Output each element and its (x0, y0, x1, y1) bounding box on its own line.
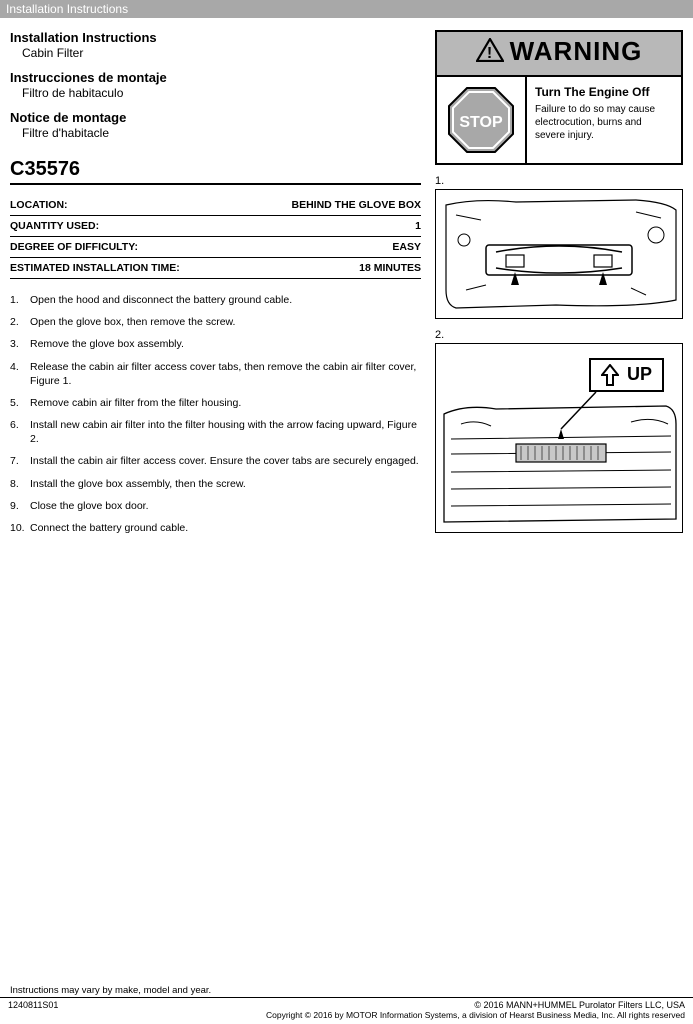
step-num: 6. (10, 418, 30, 446)
step-num: 5. (10, 396, 30, 410)
step-num: 3. (10, 337, 30, 351)
main-content: Installation Instructions Cabin Filter I… (0, 18, 693, 543)
step-item: 6.Install new cabin air filter into the … (10, 414, 421, 450)
page-footer: 1240811S01 © 2016 MANN+HUMMEL Purolator … (0, 997, 693, 1024)
figure-1-illustration (436, 190, 682, 318)
stop-label: STOP (459, 114, 503, 131)
title-block-fr: Notice de montage Filtre d'habitacle (10, 110, 421, 140)
step-item: 7.Install the cabin air filter access co… (10, 450, 421, 472)
step-text: Remove cabin air filter from the filter … (30, 396, 421, 410)
part-number: C35576 (10, 158, 421, 185)
step-item: 1.Open the hood and disconnect the batte… (10, 289, 421, 311)
spec-row: QUANTITY USED: 1 (10, 216, 421, 237)
spec-row: LOCATION: BEHIND THE GLOVE BOX (10, 195, 421, 216)
spec-value: 18 MINUTES (359, 262, 421, 274)
step-item: 4.Release the cabin air filter access co… (10, 356, 421, 392)
spec-value: BEHIND THE GLOVE BOX (291, 199, 421, 211)
step-text: Open the hood and disconnect the battery… (30, 293, 421, 307)
warning-text: Turn The Engine Off Failure to do so may… (527, 77, 681, 163)
step-text: Remove the glove box assembly. (30, 337, 421, 351)
step-num: 8. (10, 477, 30, 491)
step-num: 4. (10, 360, 30, 388)
doc-id: 1240811S01 (8, 1000, 58, 1010)
step-text: Install the glove box assembly, then the… (30, 477, 421, 491)
figure-1-wrap: 1. (435, 175, 683, 319)
up-label: UP (627, 364, 652, 385)
page-header: Installation Instructions (0, 0, 693, 18)
step-item: 9.Close the glove box door. (10, 495, 421, 517)
title-fr: Notice de montage (10, 110, 421, 125)
spec-label: LOCATION: (10, 199, 68, 211)
spec-value: 1 (415, 220, 421, 232)
figure-2: UP (435, 343, 683, 533)
subtitle-es: Filtro de habitaculo (10, 86, 421, 100)
header-title: Installation Instructions (6, 2, 128, 16)
step-item: 5.Remove cabin air filter from the filte… (10, 392, 421, 414)
copyright-1: © 2016 MANN+HUMMEL Purolator Filters LLC… (474, 1000, 685, 1010)
step-num: 10. (10, 521, 30, 535)
step-text: Connect the battery ground cable. (30, 521, 421, 535)
step-item: 3.Remove the glove box assembly. (10, 333, 421, 355)
step-num: 1. (10, 293, 30, 307)
warning-text-title: Turn The Engine Off (535, 85, 673, 101)
spec-row: DEGREE OF DIFFICULTY: EASY (10, 237, 421, 258)
warning-text-body: Failure to do so may cause electrocution… (535, 103, 673, 142)
spec-value: EASY (392, 241, 421, 253)
warning-header: ! WARNING (437, 32, 681, 77)
step-num: 9. (10, 499, 30, 513)
title-es: Instrucciones de montaje (10, 70, 421, 85)
svg-text:!: ! (486, 45, 492, 62)
spec-label: DEGREE OF DIFFICULTY: (10, 241, 138, 253)
figure-1-label: 1. (435, 175, 683, 187)
copyright-2: Copyright © 2016 by MOTOR Information Sy… (8, 1010, 685, 1020)
footer-row-1: 1240811S01 © 2016 MANN+HUMMEL Purolator … (8, 1000, 685, 1010)
title-en: Installation Instructions (10, 30, 421, 45)
title-block-es: Instrucciones de montaje Filtro de habit… (10, 70, 421, 100)
step-item: 10.Connect the battery ground cable. (10, 517, 421, 539)
spec-label: QUANTITY USED: (10, 220, 99, 232)
step-item: 8.Install the glove box assembly, then t… (10, 473, 421, 495)
up-indicator: UP (589, 358, 664, 392)
warning-box: ! WARNING STOP Turn The Engine Off Failu… (435, 30, 683, 165)
right-column: ! WARNING STOP Turn The Engine Off Failu… (435, 30, 683, 543)
step-text: Install the cabin air filter access cove… (30, 454, 421, 468)
figure-1 (435, 189, 683, 319)
step-num: 2. (10, 315, 30, 329)
warning-title: WARNING (510, 36, 643, 66)
steps-list: 1.Open the hood and disconnect the batte… (10, 289, 421, 539)
warning-triangle-icon: ! (476, 38, 504, 69)
step-text: Release the cabin air filter access cove… (30, 360, 421, 388)
stop-sign: STOP (437, 77, 527, 163)
step-text: Install new cabin air filter into the fi… (30, 418, 421, 446)
step-text: Close the glove box door. (30, 499, 421, 513)
step-num: 7. (10, 454, 30, 468)
footer-note: Instructions may vary by make, model and… (10, 985, 211, 996)
figure-2-label: 2. (435, 329, 683, 341)
step-text: Open the glove box, then remove the scre… (30, 315, 421, 329)
up-arrow-icon (601, 364, 619, 386)
figure-2-wrap: 2. UP (435, 329, 683, 533)
spec-row: ESTIMATED INSTALLATION TIME: 18 MINUTES (10, 258, 421, 279)
left-column: Installation Instructions Cabin Filter I… (10, 30, 421, 543)
step-item: 2.Open the glove box, then remove the sc… (10, 311, 421, 333)
subtitle-en: Cabin Filter (10, 46, 421, 60)
specs-table: LOCATION: BEHIND THE GLOVE BOX QUANTITY … (10, 195, 421, 279)
title-block-en: Installation Instructions Cabin Filter (10, 30, 421, 60)
warning-body: STOP Turn The Engine Off Failure to do s… (437, 77, 681, 163)
spec-label: ESTIMATED INSTALLATION TIME: (10, 262, 180, 274)
subtitle-fr: Filtre d'habitacle (10, 126, 421, 140)
